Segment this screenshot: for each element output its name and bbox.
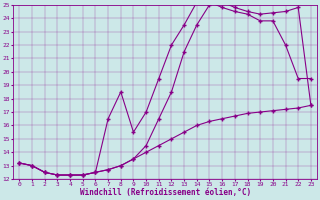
X-axis label: Windchill (Refroidissement éolien,°C): Windchill (Refroidissement éolien,°C): [80, 188, 251, 197]
